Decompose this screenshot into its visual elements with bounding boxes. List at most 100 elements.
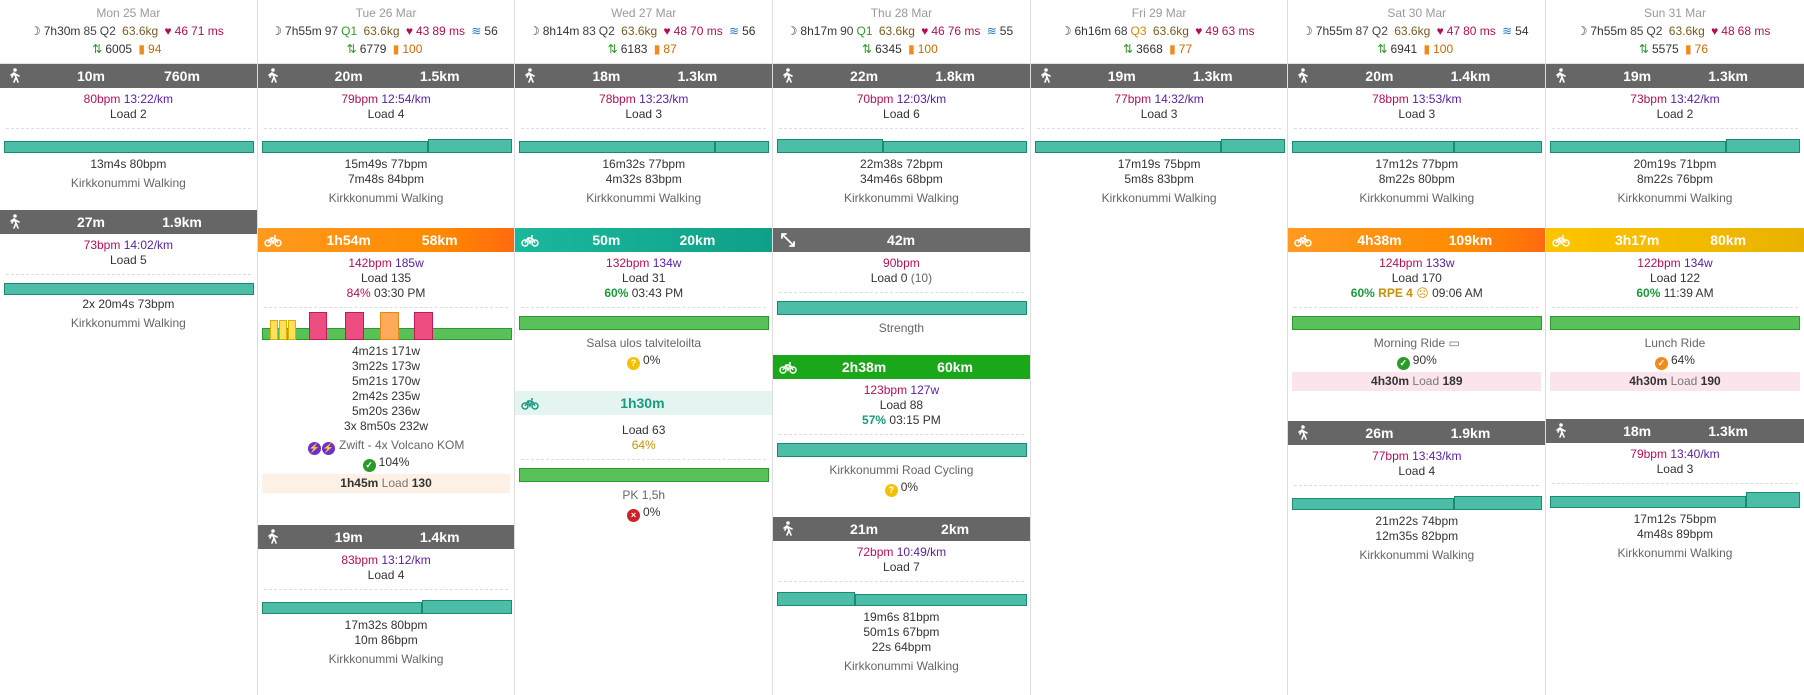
planned-workout[interactable]: 4h30m Load 190	[1550, 372, 1800, 391]
activity-title[interactable]: Kirkkonummi Walking	[1101, 191, 1217, 205]
activity-card[interactable]: 4h38m 109km 124bpm 133w Load 170 60% RPE…	[1288, 228, 1546, 395]
activity-title[interactable]: Kirkkonummi Walking	[1359, 191, 1475, 205]
activity-title[interactable]: Morning Ride	[1373, 336, 1446, 350]
day-name: Mon 25 Mar	[96, 6, 161, 20]
activity-bar-walk[interactable]: 19m 1.3km	[1030, 64, 1288, 88]
activity-card[interactable]: 50m 20km 132bpm 134w Load 31 60% 03:43 P…	[515, 228, 773, 370]
activity-bar-planned[interactable]: 1h30m	[515, 391, 773, 415]
activity-title[interactable]: Lunch Ride	[1644, 336, 1706, 350]
zone-segment	[344, 312, 364, 340]
activity-card[interactable]: 22m 1.8km 70bpm 12:03/km Load 6 22m38s 7…	[773, 64, 1030, 206]
activity-card[interactable]: 19m 1.3km 73bpm 13:42/km Load 2 20m19s 7…	[1546, 64, 1804, 206]
activity-title[interactable]: Salsa ulos talviteloilta	[586, 336, 702, 350]
wellness-line[interactable]: ☽ 7h30m 85 Q2 63.6kg ♥ 46 71 ms	[0, 22, 257, 40]
activity-card[interactable]: 42m 90bpm Load 0 (10) Strength	[773, 228, 1030, 336]
activity-title[interactable]: Kirkkonummi Walking	[586, 191, 702, 205]
activity-title[interactable]: Kirkkonummi Walking	[328, 652, 444, 666]
planned-time: 4h30m	[1629, 374, 1668, 388]
activity-title[interactable]: Kirkkonummi Walking	[328, 191, 444, 205]
activity-bar-walk[interactable]: 19m 1.3km	[1546, 64, 1804, 88]
divider	[521, 128, 767, 129]
activity-bar-walk[interactable]: 22m 1.8km	[773, 64, 1030, 88]
activity-title[interactable]: Kirkkonummi Walking	[70, 316, 186, 330]
sleep-quality: Q2	[1371, 24, 1388, 38]
activity-card[interactable]: 19m 1.3km 77bpm 14:32/km Load 3 17m19s 7…	[1030, 64, 1288, 206]
activity-card[interactable]: 26m 1.9km 77bpm 13:43/km Load 4 21m22s 7…	[1288, 421, 1546, 563]
zone-segment	[308, 312, 327, 340]
activity-title[interactable]: Kirkkonummi Walking	[843, 191, 959, 205]
activity-card[interactable]: 18m 1.3km 78bpm 13:23/km Load 3 16m32s 7…	[515, 64, 773, 206]
sleep-score: 87	[1355, 24, 1369, 38]
planned-workout[interactable]: 1h45m Load 130	[261, 474, 511, 493]
avg-hr: 73bpm	[83, 238, 121, 252]
activity-bar-walk[interactable]: 18m 1.3km	[1546, 419, 1804, 443]
activity-card[interactable]: 3h17m 80km 122bpm 134w Load 122 60% 11:3…	[1546, 228, 1804, 395]
activity-bar-ride[interactable]: 1h54m 58km	[257, 228, 515, 252]
wellness-line[interactable]: ☽ 6h16m 68 Q3 63.6kg ♥ 49 63 ms	[1031, 22, 1288, 40]
activity-bar-walk[interactable]: 27m 1.9km	[0, 210, 257, 234]
activity-card[interactable]: 20m 1.5km 79bpm 12:54/km Load 4 15m49s 7…	[257, 64, 515, 206]
activity-bar-walk[interactable]: 20m 1.4km	[1288, 64, 1546, 88]
activity-bar-walk[interactable]: 26m 1.9km	[1288, 421, 1546, 445]
lap: 21m22s 74bpm	[1375, 514, 1459, 528]
sleep-score: 97	[324, 24, 339, 38]
activity-card[interactable]: 1h54m 58km 142bpm 185w Load 135 84% 03:3…	[257, 228, 515, 497]
weight: 63.6kg	[1394, 24, 1431, 38]
divider	[1552, 307, 1798, 308]
day-name: Thu 28 Mar	[870, 6, 933, 20]
activity-bar-walk[interactable]: 19m 1.4km	[257, 525, 515, 549]
lap: 20m19s 71bpm	[1633, 157, 1717, 171]
activity-bar-ride[interactable]: 50m 20km	[515, 228, 773, 252]
planned-workout[interactable]: 4h30m Load 189	[1292, 372, 1542, 391]
activity-title[interactable]: Kirkkonummi Walking	[70, 176, 186, 190]
activity-card[interactable]: 18m 1.3km 79bpm 13:40/km Load 3 17m12s 7…	[1546, 419, 1804, 561]
activity-line: ⇅ 6005 ▮ 94	[0, 40, 257, 58]
distance: 20km	[679, 232, 716, 248]
lap: 10m 86bpm	[354, 633, 418, 647]
activity-title[interactable]: Zwift - 4x Volcano KOM	[339, 438, 465, 452]
planned-card[interactable]: 1h30m Load 63 64% PK 1,5h × 0%	[515, 391, 773, 522]
activity-title[interactable]: Kirkkonummi Walking	[1359, 548, 1475, 562]
activity-title[interactable]: Kirkkonummi Walking	[843, 659, 959, 673]
wellness-line[interactable]: ☽ 7h55m 87 Q2 63.6kg ♥ 47 80 ms ≋ 54	[1288, 22, 1545, 40]
day-header: Mon 25 Mar ☽ 7h30m 85 Q2 63.6kg ♥ 46 71 ms ⇅ 6…	[0, 0, 257, 64]
activity-card[interactable]: 19m 1.4km 83bpm 13:12/km Load 4 17m32s 8…	[257, 525, 515, 667]
activity-bar-ride[interactable]: 3h17m 80km	[1546, 228, 1804, 252]
activity-bar-walk[interactable]: 10m 760m	[0, 64, 257, 88]
wellness-line[interactable]: ☽ 8h14m 83 Q2 63.6kg ♥ 48 70 ms ≋ 56	[515, 22, 772, 40]
load: Load 4	[1398, 464, 1436, 478]
activity-title[interactable]: Strength	[878, 321, 925, 335]
battery-icon: ▮	[908, 42, 915, 56]
steps: 6183	[620, 42, 648, 56]
activity-card[interactable]: 10m 760m 80bpm 13:22/km Load 2 13m4s 80b…	[0, 64, 257, 191]
activity-title[interactable]: PK 1,5h	[622, 488, 666, 502]
activity-card[interactable]: 2h38m 60km 123bpm 127w Load 88 57% 03:15…	[773, 355, 1030, 497]
lap: 12m35s 82bpm	[1375, 529, 1459, 543]
wellness-line[interactable]: ☽ 7h55m 97 Q1 63.6kg ♥ 43 89 ms ≋ 56	[258, 22, 515, 40]
avg-hr: 90bpm	[883, 256, 920, 270]
activity-bar-strength[interactable]: 42m	[773, 228, 1030, 252]
activity-title[interactable]: Kirkkonummi Road Cycling	[829, 463, 974, 477]
wellness-line[interactable]: ☽ 8h17m 90 Q1 63.6kg ♥ 46 76 ms ≋ 55	[773, 22, 1030, 40]
activity-bar-ride[interactable]: 2h38m 60km	[773, 355, 1030, 379]
activity-bar-walk[interactable]: 20m 1.5km	[257, 64, 515, 88]
divider	[1294, 307, 1540, 308]
strength-icon	[779, 231, 797, 249]
activity-title[interactable]: Kirkkonummi Walking	[1617, 546, 1733, 560]
activity-bar-walk[interactable]: 18m 1.3km	[515, 64, 773, 88]
distance: 1.9km	[162, 214, 202, 230]
wellness-line[interactable]: ☽ 7h55m 85 Q2 63.6kg ♥ 48 68 ms	[1546, 22, 1804, 40]
activity-card[interactable]: 21m 2km 72bpm 10:49/km Load 7 19m6s 81bp…	[773, 517, 1030, 674]
activity-card[interactable]: 20m 1.4km 78bpm 13:53/km Load 3 17m12s 7…	[1288, 64, 1546, 206]
walk-icon	[1552, 67, 1570, 85]
weight: 63.6kg	[1668, 24, 1705, 38]
activity-bar-ride[interactable]: 4h38m 109km	[1288, 228, 1546, 252]
lap: 17m32s 80bpm	[344, 618, 428, 632]
bike-icon	[1294, 231, 1313, 249]
walk-icon	[6, 67, 24, 85]
activity-card[interactable]: 27m 1.9km 73bpm 14:02/km Load 5 2x 20m4s…	[0, 210, 257, 331]
activity-bar-walk[interactable]: 21m 2km	[773, 517, 1030, 541]
comment-icon[interactable]: ▭	[1448, 336, 1460, 350]
resting-hr: 48	[1721, 24, 1735, 38]
activity-title[interactable]: Kirkkonummi Walking	[1617, 191, 1733, 205]
